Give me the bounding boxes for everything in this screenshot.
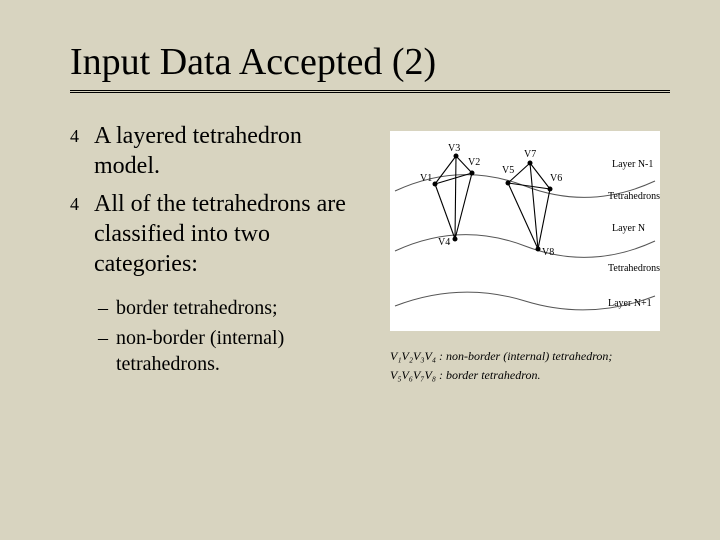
dash-icon: – [98, 295, 116, 321]
figure-column: V1 V2 V3 V5 V6 V7 V4 V8 Layer N-1 Tetrahedrons Lay… [390, 121, 660, 385]
svg-text:Tetrahedrons: Tetrahedrons [608, 263, 660, 274]
svg-text:Layer N-1: Layer N-1 [612, 159, 653, 170]
slide-title: Input Data Accepted (2) [70, 40, 670, 84]
svg-text:V1: V1 [420, 173, 432, 184]
svg-text:V2: V2 [468, 157, 480, 168]
bullet-item: 4 A layered tetrahedron model. [70, 121, 370, 181]
diagram-svg: V1 V2 V3 V5 V6 V7 V4 V8 Layer N-1 Tetrahedrons Lay… [390, 131, 660, 331]
bullet-text: All of the tetrahedrons are classified i… [94, 189, 370, 279]
title-underline [70, 90, 670, 93]
sub-bullet-text: non-border (internal) tetrahedrons. [116, 325, 370, 377]
tetrahedron-diagram: V1 V2 V3 V5 V6 V7 V4 V8 Layer N-1 Tetrahedrons Lay… [390, 131, 660, 331]
bullet-text: A layered tetrahedron model. [94, 121, 370, 181]
sub-bullet-item: – border tetrahedrons; [98, 295, 370, 321]
sub-bullet-list: – border tetrahedrons; – non-border (int… [70, 295, 370, 377]
svg-text:V3: V3 [448, 143, 460, 154]
text-column: 4 A layered tetrahedron model. 4 All of … [70, 121, 370, 385]
caption-line: V₁V₂V₃V₄ : non-border (internal) tetrahe… [390, 347, 660, 366]
svg-text:Layer N: Layer N [612, 223, 645, 234]
bullet-icon: 4 [70, 189, 94, 279]
svg-text:Tetrahedrons: Tetrahedrons [608, 191, 660, 202]
svg-text:V4: V4 [438, 237, 450, 248]
diagram-caption: V₁V₂V₃V₄ : non-border (internal) tetrahe… [390, 347, 660, 385]
sub-bullet-item: – non-border (internal) tetrahedrons. [98, 325, 370, 377]
caption-line: V₅V₆V₇V₈ : border tetrahedron. [390, 366, 660, 385]
content-row: 4 A layered tetrahedron model. 4 All of … [70, 121, 670, 385]
bullet-icon: 4 [70, 121, 94, 181]
svg-text:Layer N+1: Layer N+1 [608, 298, 652, 309]
bullet-item: 4 All of the tetrahedrons are classified… [70, 189, 370, 279]
svg-text:V5: V5 [502, 165, 514, 176]
svg-text:V6: V6 [550, 173, 562, 184]
sub-bullet-text: border tetrahedrons; [116, 295, 370, 321]
svg-text:V8: V8 [542, 247, 554, 258]
svg-text:V7: V7 [524, 149, 536, 160]
dash-icon: – [98, 325, 116, 377]
